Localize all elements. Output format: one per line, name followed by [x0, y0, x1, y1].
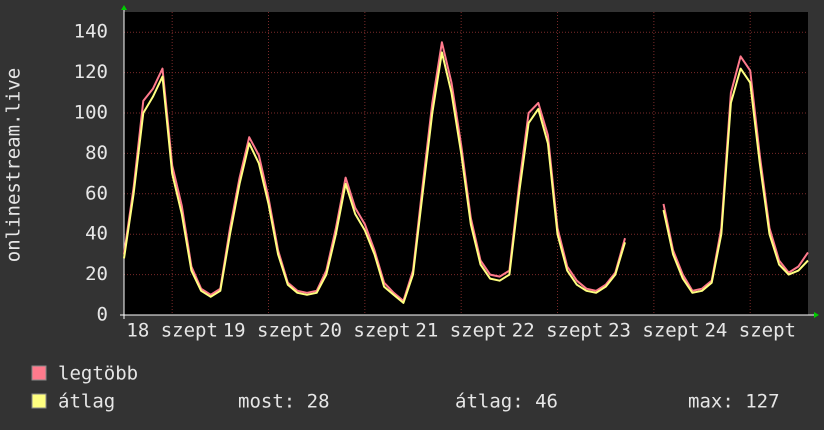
- axis-arrow: [121, 5, 127, 10]
- x-tick-label: 23 szept: [608, 320, 700, 342]
- stat-label: most: 28: [238, 391, 330, 413]
- y-tick-label: 80: [85, 142, 108, 164]
- legend-label: átlag: [58, 391, 115, 413]
- x-tick-label: 18 szept: [126, 320, 218, 342]
- stat-label: max: 127: [688, 391, 780, 413]
- y-tick-label: 60: [85, 182, 108, 204]
- stat-label: átlag: 46: [455, 391, 558, 413]
- x-tick-label: 20 szept: [319, 320, 411, 342]
- legend-swatch: [31, 393, 47, 409]
- series-line: [123, 41, 809, 302]
- plot-area: [124, 12, 808, 315]
- y-axis-label: onlinestream.live: [3, 68, 25, 262]
- y-tick-label: 140: [74, 21, 108, 43]
- y-tick-label: 40: [85, 223, 108, 245]
- legend-swatch: [31, 365, 47, 381]
- y-tick-label: 100: [74, 102, 108, 124]
- y-tick-label: 20: [85, 263, 108, 285]
- series-line: [123, 51, 809, 304]
- x-tick-label: 24 szept: [704, 320, 796, 342]
- x-tick-label: 22 szept: [512, 320, 604, 342]
- legend-label: legtöbb: [58, 363, 138, 385]
- y-tick-label: 0: [97, 304, 108, 326]
- x-tick-label: 19 szept: [223, 320, 315, 342]
- x-tick-label: 21 szept: [415, 320, 507, 342]
- y-tick-label: 120: [74, 61, 108, 83]
- axis-arrow: [814, 312, 819, 318]
